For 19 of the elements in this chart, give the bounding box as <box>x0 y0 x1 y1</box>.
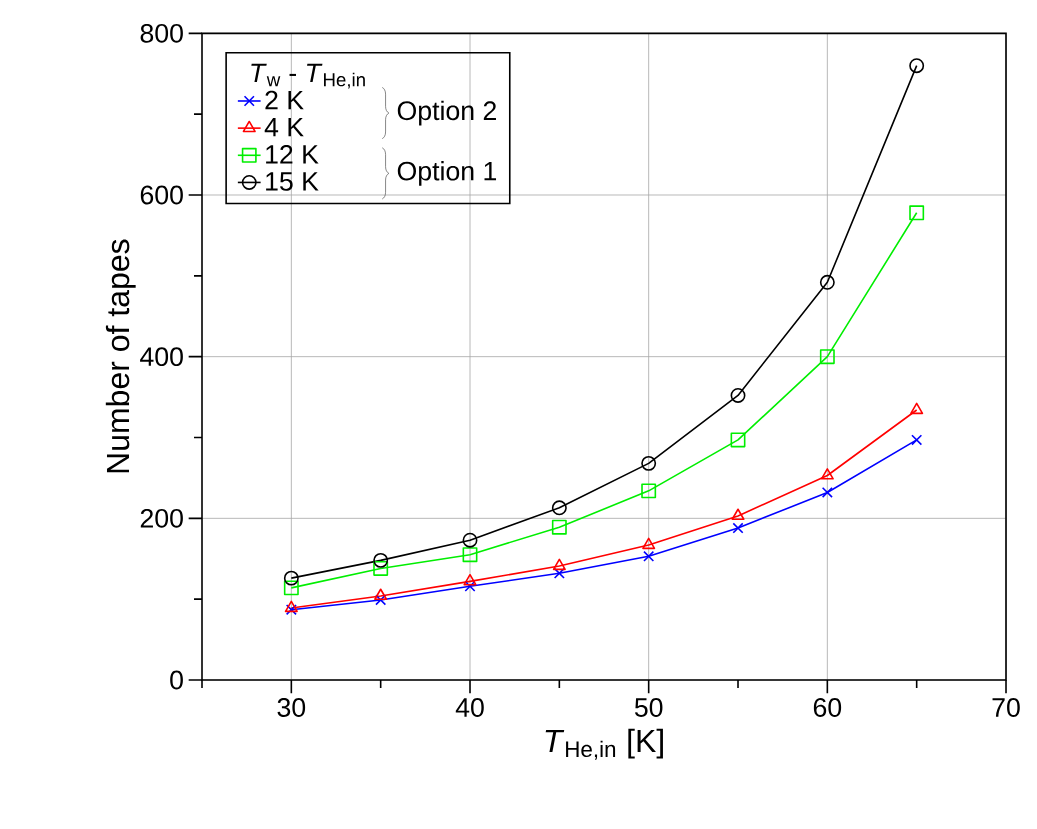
y-tick-label: 200 <box>140 508 183 528</box>
annotation: Option 1 <box>397 160 497 186</box>
y-tick-label: 400 <box>140 347 183 367</box>
x-tick-label: 50 <box>634 698 663 717</box>
legend-title: T$_{w}$ - T$_{He,in}$ <box>251 63 365 89</box>
annotation: Option 2 <box>397 100 496 126</box>
x-tick-label: 40 <box>455 698 484 717</box>
y-tick-label: 600 <box>140 185 183 205</box>
y-tick-label: 800 <box>140 23 183 43</box>
x-tick-label: 60 <box>813 698 842 717</box>
x-tick-label: 70 <box>992 698 1020 717</box>
legend-label: 2 K <box>265 90 304 110</box>
x-axis-title: T$_{He,in}$ [K] <box>545 728 663 760</box>
x-tick-label: 30 <box>277 698 306 717</box>
y-tick-label: 0 <box>170 670 183 690</box>
legend-label: 12 K <box>266 144 319 164</box>
legend-label: 4 K <box>264 117 304 137</box>
legend-label: 15 K <box>266 172 319 191</box>
y-axis-title: Number of tapes <box>105 239 136 473</box>
